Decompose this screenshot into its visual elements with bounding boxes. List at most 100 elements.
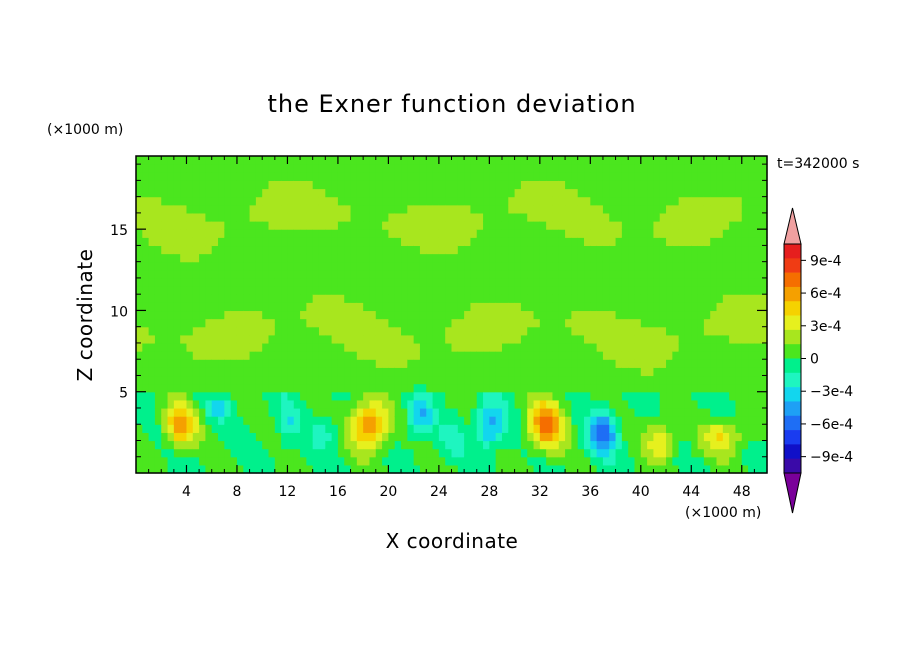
heatmap-cell xyxy=(565,302,572,312)
x-tick-label: 12 xyxy=(279,484,297,500)
heatmap-cell xyxy=(514,424,522,433)
heatmap-cell xyxy=(180,334,188,344)
heatmap-cell xyxy=(621,416,629,425)
heatmap-cell xyxy=(438,172,446,181)
heatmap-cell xyxy=(672,318,680,328)
heatmap-cell xyxy=(281,253,289,263)
heatmap-cell xyxy=(199,286,207,295)
heatmap-cell xyxy=(729,196,737,206)
heatmap-cell xyxy=(173,375,181,385)
heatmap-cell xyxy=(281,359,289,368)
heatmap-cell xyxy=(697,456,705,466)
heatmap-cell xyxy=(136,253,143,263)
heatmap-cell xyxy=(584,172,591,181)
heatmap-cell xyxy=(426,277,434,287)
heatmap-cell xyxy=(678,399,686,409)
heatmap-cell xyxy=(142,188,150,198)
heatmap-cell xyxy=(691,294,699,303)
heatmap-cell xyxy=(199,172,207,181)
heatmap-cell xyxy=(495,383,503,393)
heatmap-cell xyxy=(236,464,244,474)
heatmap-cell xyxy=(363,277,371,287)
heatmap-cell xyxy=(552,188,560,198)
heatmap-cell xyxy=(501,245,509,255)
heatmap-cell xyxy=(684,424,692,433)
heatmap-cell xyxy=(407,237,415,247)
heatmap-cell xyxy=(464,188,472,198)
heatmap-cell xyxy=(312,383,320,393)
heatmap-cell xyxy=(697,294,705,303)
heatmap-cell xyxy=(615,229,623,238)
heatmap-cell xyxy=(615,383,623,393)
heatmap-cell xyxy=(577,391,585,401)
heatmap-cell xyxy=(337,318,345,328)
heatmap-cell xyxy=(161,229,169,238)
heatmap-cell xyxy=(331,172,339,181)
heatmap-cell xyxy=(489,245,497,255)
heatmap-cell xyxy=(546,375,554,385)
heatmap-cell xyxy=(754,440,762,450)
heatmap-cell xyxy=(501,156,509,165)
heatmap-cell xyxy=(653,196,661,206)
heatmap-cell xyxy=(760,269,768,279)
x-tick-label: 36 xyxy=(581,484,599,500)
heatmap-cell xyxy=(192,326,200,336)
heatmap-cell xyxy=(577,245,585,255)
heatmap-cell xyxy=(274,237,282,247)
heatmap-cell xyxy=(325,156,333,165)
heatmap-cell xyxy=(640,342,648,352)
heatmap-cell xyxy=(344,229,352,238)
heatmap-cell xyxy=(590,342,598,352)
heatmap-cell xyxy=(236,156,244,165)
heatmap-cell xyxy=(413,188,421,198)
heatmap-cell xyxy=(337,399,345,409)
heatmap-cell xyxy=(584,212,591,222)
heatmap-cell xyxy=(186,359,194,368)
heatmap-cell xyxy=(716,318,724,328)
heatmap-cell xyxy=(306,286,314,295)
heatmap-cell xyxy=(508,383,516,393)
heatmap-cell xyxy=(501,229,509,238)
heatmap-cell xyxy=(483,310,490,320)
heatmap-cell xyxy=(558,269,566,279)
heatmap-cell xyxy=(533,416,541,425)
heatmap-cell xyxy=(640,424,648,433)
heatmap-cell xyxy=(666,204,673,214)
heatmap-cell xyxy=(445,367,453,377)
heatmap-cell xyxy=(148,367,156,377)
heatmap-cell xyxy=(438,448,446,458)
heatmap-cell xyxy=(666,253,673,263)
heatmap-cell xyxy=(628,448,636,458)
heatmap-cell xyxy=(249,456,257,466)
heatmap-cell xyxy=(653,448,661,458)
heatmap-cell xyxy=(577,326,585,336)
heatmap-cell xyxy=(558,237,566,247)
heatmap-cell xyxy=(615,432,623,442)
heatmap-cell xyxy=(539,407,547,417)
heatmap-cell xyxy=(647,351,655,360)
heatmap-cell xyxy=(584,351,591,360)
heatmap-cell xyxy=(205,326,213,336)
heatmap-cell xyxy=(615,367,623,377)
heatmap-cell xyxy=(300,310,307,320)
heatmap-cell xyxy=(249,440,257,450)
heatmap-cell xyxy=(590,245,598,255)
heatmap-cell xyxy=(666,310,673,320)
heatmap-cell xyxy=(312,269,320,279)
heatmap-cell xyxy=(142,424,150,433)
heatmap-cell xyxy=(218,286,225,295)
heatmap-cell xyxy=(148,432,156,442)
heatmap-cell xyxy=(388,269,396,279)
heatmap-cell xyxy=(382,359,389,368)
heatmap-cell xyxy=(558,448,566,458)
heatmap-cell xyxy=(419,359,427,368)
heatmap-cell xyxy=(199,229,207,238)
heatmap-cell xyxy=(621,383,629,393)
heatmap-cell xyxy=(546,302,554,312)
heatmap-cell xyxy=(596,245,604,255)
heatmap-cell xyxy=(413,334,421,344)
heatmap-cell xyxy=(356,172,364,181)
heatmap-cell xyxy=(318,180,326,190)
heatmap-cell xyxy=(426,310,434,320)
heatmap-cell xyxy=(703,456,711,466)
